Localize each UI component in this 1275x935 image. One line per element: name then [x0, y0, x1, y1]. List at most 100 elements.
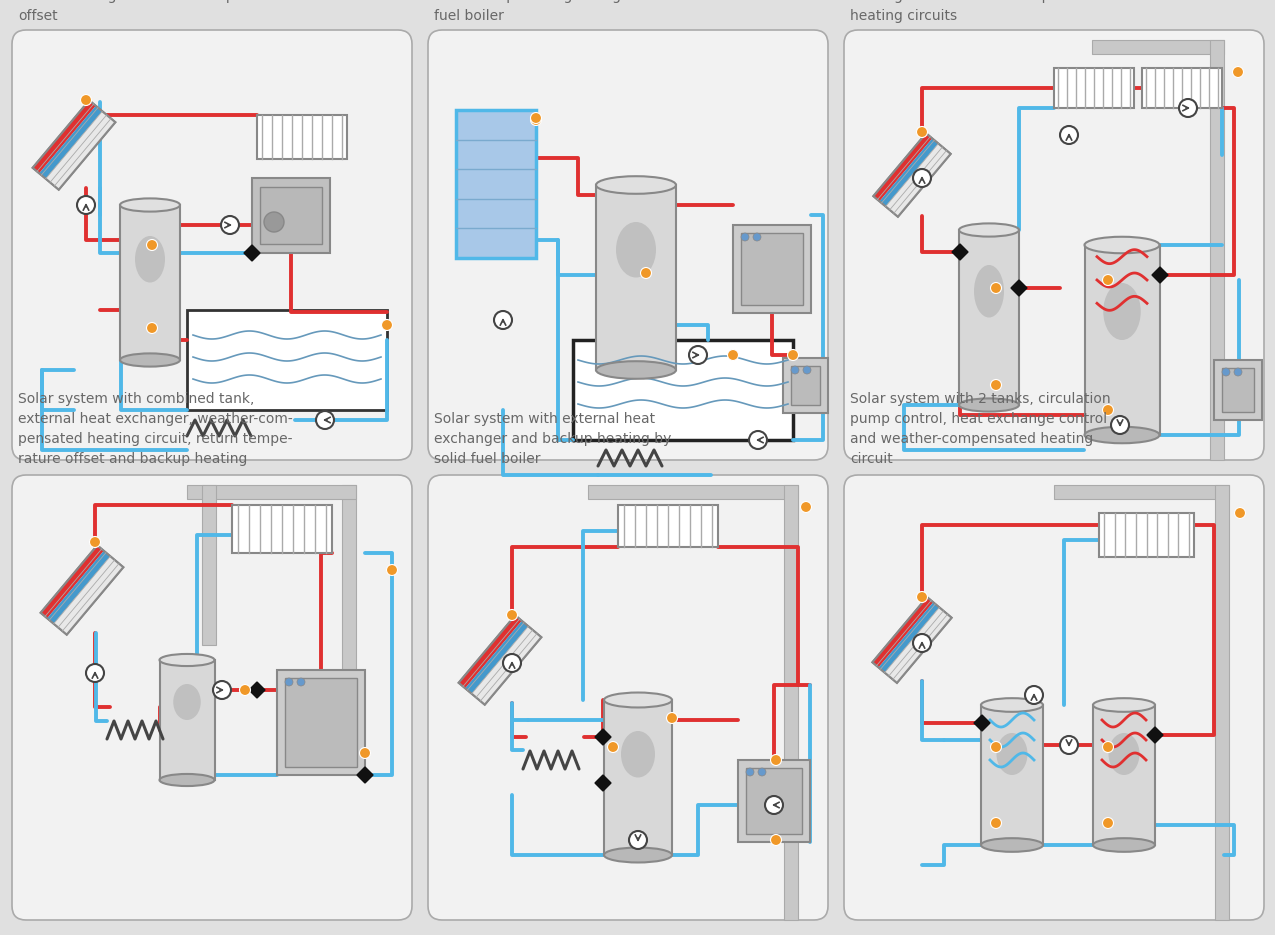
Circle shape [913, 634, 931, 652]
Polygon shape [891, 149, 951, 217]
Bar [595, 185, 676, 370]
Ellipse shape [604, 847, 672, 862]
Polygon shape [952, 244, 968, 260]
Circle shape [316, 411, 334, 429]
Circle shape [240, 684, 250, 696]
Polygon shape [33, 100, 96, 173]
Polygon shape [974, 715, 989, 731]
Text: Solar system with combined tank and
swimming pool, backup heating, heating
circu: Solar system with combined tank and swim… [18, 0, 301, 23]
Bar [738, 760, 810, 842]
Circle shape [1221, 368, 1230, 376]
Bar [572, 340, 793, 440]
Circle shape [360, 747, 371, 758]
Circle shape [530, 112, 542, 123]
Polygon shape [880, 138, 938, 207]
Bar [790, 366, 820, 405]
Text: Solar system with 2 tanks, circulation
pump control, heat exchange control
and w: Solar system with 2 tanks, circulation p… [850, 392, 1111, 466]
Circle shape [386, 565, 398, 576]
Polygon shape [878, 602, 940, 672]
Circle shape [754, 233, 761, 241]
Circle shape [991, 380, 1001, 391]
Polygon shape [456, 110, 536, 258]
Circle shape [76, 196, 96, 214]
Polygon shape [1148, 727, 1163, 743]
Polygon shape [459, 615, 521, 688]
Polygon shape [873, 134, 932, 201]
Bar [252, 178, 330, 253]
Polygon shape [872, 597, 951, 683]
Circle shape [991, 817, 1001, 828]
Ellipse shape [1108, 733, 1140, 775]
Circle shape [728, 350, 738, 361]
Polygon shape [33, 100, 115, 190]
Bar [733, 225, 811, 313]
Circle shape [147, 239, 158, 251]
Text: Solar system with combined tank,
external heat exchanger, weather-com-
pensated : Solar system with combined tank, externa… [18, 392, 293, 466]
Circle shape [85, 664, 105, 682]
Circle shape [917, 126, 927, 137]
FancyBboxPatch shape [428, 475, 827, 920]
Circle shape [917, 592, 927, 602]
Ellipse shape [997, 733, 1028, 775]
Ellipse shape [959, 398, 1019, 411]
Bar [588, 485, 798, 499]
Ellipse shape [135, 236, 164, 282]
Circle shape [788, 350, 798, 361]
Polygon shape [873, 134, 951, 217]
Polygon shape [41, 545, 103, 618]
Ellipse shape [1093, 838, 1155, 852]
Bar [277, 670, 365, 775]
FancyBboxPatch shape [428, 30, 827, 460]
Polygon shape [41, 545, 124, 635]
Circle shape [1179, 99, 1197, 117]
Ellipse shape [120, 353, 180, 367]
Bar [746, 768, 802, 834]
Polygon shape [357, 767, 374, 783]
Bar [1091, 40, 1224, 54]
Circle shape [913, 169, 931, 187]
Bar [159, 660, 214, 780]
Circle shape [991, 282, 1001, 294]
Ellipse shape [1085, 426, 1159, 443]
Circle shape [1025, 686, 1043, 704]
FancyBboxPatch shape [844, 475, 1264, 920]
Polygon shape [478, 632, 542, 705]
Circle shape [759, 768, 766, 776]
Bar [1215, 485, 1229, 920]
Circle shape [504, 654, 521, 672]
Polygon shape [1153, 267, 1168, 283]
Ellipse shape [959, 223, 1019, 237]
Circle shape [1233, 66, 1243, 78]
Circle shape [1103, 741, 1113, 753]
Ellipse shape [159, 774, 214, 786]
Circle shape [89, 537, 101, 548]
Ellipse shape [980, 698, 1043, 712]
Polygon shape [886, 144, 945, 211]
Bar [604, 700, 672, 855]
Circle shape [1103, 817, 1113, 828]
Circle shape [381, 320, 393, 330]
Circle shape [530, 114, 542, 125]
Circle shape [770, 755, 782, 766]
Circle shape [1103, 405, 1113, 415]
Circle shape [801, 501, 811, 512]
Text: Solar system with external heat
exchanger and backup heating by
solid fuel boile: Solar system with external heat exchange… [434, 412, 672, 466]
Circle shape [493, 311, 513, 329]
Text: Solar system with 2 tanks, backup
heating and 2 weather-compensated
heating circ: Solar system with 2 tanks, backup heatin… [850, 0, 1107, 23]
Bar [1054, 485, 1229, 499]
Bar [1221, 368, 1255, 412]
Circle shape [667, 712, 677, 724]
Circle shape [1234, 508, 1246, 519]
Bar [201, 485, 215, 645]
Bar [187, 310, 388, 410]
FancyBboxPatch shape [844, 30, 1264, 460]
Ellipse shape [974, 265, 1003, 318]
Bar [959, 230, 1019, 405]
Bar [1210, 40, 1224, 460]
Bar [120, 205, 180, 360]
Ellipse shape [1093, 698, 1155, 712]
Ellipse shape [595, 176, 676, 194]
Polygon shape [1011, 280, 1026, 296]
Bar [1142, 68, 1221, 108]
Circle shape [264, 212, 284, 232]
